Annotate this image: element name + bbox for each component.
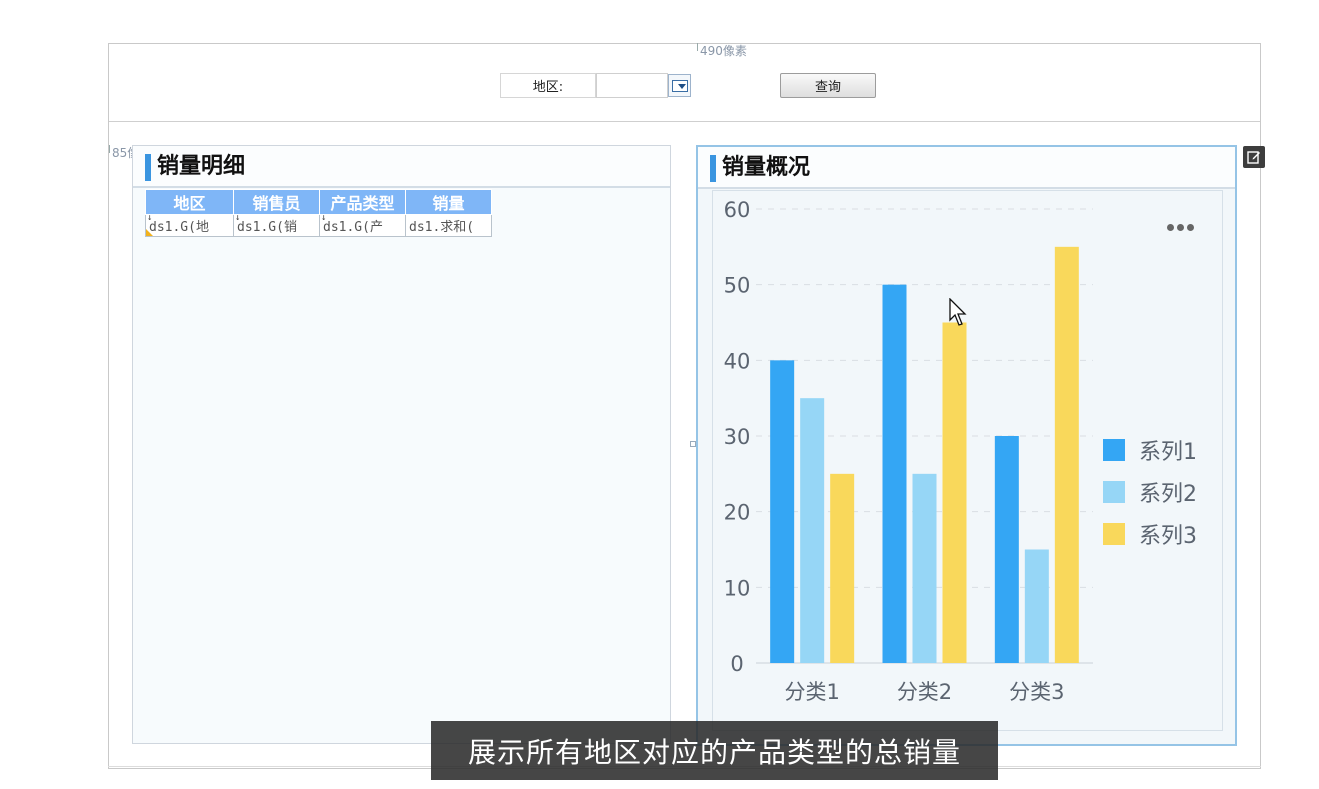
table-cell[interactable]: ↓ ds1.G(产: [319, 214, 406, 237]
table-cell[interactable]: ↓ ds1.G(地: [145, 214, 234, 237]
bar: [800, 398, 825, 663]
column-header[interactable]: 地区: [145, 189, 234, 215]
region-label: 地区:: [500, 73, 596, 98]
chevron-down-icon: [671, 79, 688, 92]
chart-area: 0 10 20 30 40 50 60 分类1 分类2 分类3 系列1 系列2 系列3: [712, 190, 1223, 731]
legend-label: 系列2: [1139, 482, 1197, 507]
mouse-cursor-icon: [949, 298, 967, 326]
cell-flag-icon: [146, 229, 153, 236]
region-input[interactable]: [596, 73, 668, 98]
resize-handle[interactable]: [690, 441, 696, 447]
table-header-row: 地区 销售员 产品类型 销量: [145, 189, 492, 215]
table-cell[interactable]: ↓ ds1.G(销: [233, 214, 320, 237]
query-button[interactable]: 查询: [780, 73, 876, 98]
bar: [830, 473, 855, 663]
parameter-pane: [109, 44, 1260, 122]
title-accent-bar: [145, 154, 151, 181]
x-tick-label: 分类2: [897, 680, 952, 704]
video-subtitle: 展示所有地区对应的产品类型的总销量: [431, 721, 998, 780]
table-cell[interactable]: ds1.求和(: [405, 214, 492, 237]
panel-header: 销量明细: [133, 146, 670, 188]
bar: [912, 473, 937, 663]
bar: [770, 360, 795, 663]
legend-swatch: [1103, 439, 1125, 461]
panel-title: 销量概况: [722, 155, 811, 180]
edit-icon[interactable]: [1243, 146, 1265, 168]
cell-text: ds1.求和(: [409, 220, 475, 235]
cell-text: ds1.G(销: [237, 220, 297, 235]
expand-arrow-icon: ↓: [147, 214, 153, 224]
bar: [1054, 246, 1079, 664]
y-tick-label: 40: [724, 349, 751, 373]
bar-chart: 0 10 20 30 40 50 60 分类1 分类2 分类3 系列1 系列2 系列3: [724, 198, 1197, 704]
sales-overview-panel[interactable]: 销量概况 0 10 20 30 40 50 60 分类1 分类2 分类3 系列1 系列2 系列3: [696, 145, 1237, 746]
expand-arrow-icon: ↓: [321, 214, 327, 224]
y-tick-label: 10: [724, 576, 751, 600]
panel-header: 销量概况: [698, 147, 1235, 189]
expand-arrow-icon: ↓: [235, 214, 241, 224]
column-header[interactable]: 销量: [405, 189, 492, 215]
x-tick-label: 分类1: [784, 680, 839, 704]
bar: [1024, 549, 1049, 663]
y-tick-label: 60: [724, 198, 751, 222]
cell-text: ds1.G(产: [323, 220, 383, 235]
bar: [994, 436, 1019, 663]
sales-detail-panel: 销量明细: [132, 145, 671, 744]
region-dropdown-button[interactable]: [668, 74, 691, 97]
more-dots-icon[interactable]: [1167, 220, 1197, 234]
x-tick-label: 分类3: [1009, 680, 1064, 704]
bar: [942, 322, 967, 663]
column-header[interactable]: 销售员: [233, 189, 320, 215]
column-header[interactable]: 产品类型: [319, 189, 406, 215]
legend-swatch: [1103, 481, 1125, 503]
y-tick-label: 0: [730, 652, 743, 676]
bar: [882, 284, 907, 663]
title-accent-bar: [710, 155, 716, 182]
legend-label: 系列1: [1139, 440, 1197, 465]
legend-swatch: [1103, 523, 1125, 545]
legend-label: 系列3: [1139, 524, 1197, 549]
y-tick-label: 30: [724, 425, 751, 449]
y-tick-label: 20: [724, 501, 751, 525]
table-row: ↓ ds1.G(地 ↓ ds1.G(销 ↓ ds1.G(产 ds1.求和(: [145, 214, 492, 237]
width-hint: 490像素: [697, 43, 747, 58]
detail-table: 地区 销售员 产品类型 销量 ↓ ds1.G(地 ↓ ds1.G(销 ↓ ds1.G(…: [145, 189, 492, 237]
y-tick-label: 50: [724, 274, 751, 298]
cell-text: ds1.G(地: [149, 220, 209, 235]
panel-title: 销量明细: [157, 154, 246, 179]
